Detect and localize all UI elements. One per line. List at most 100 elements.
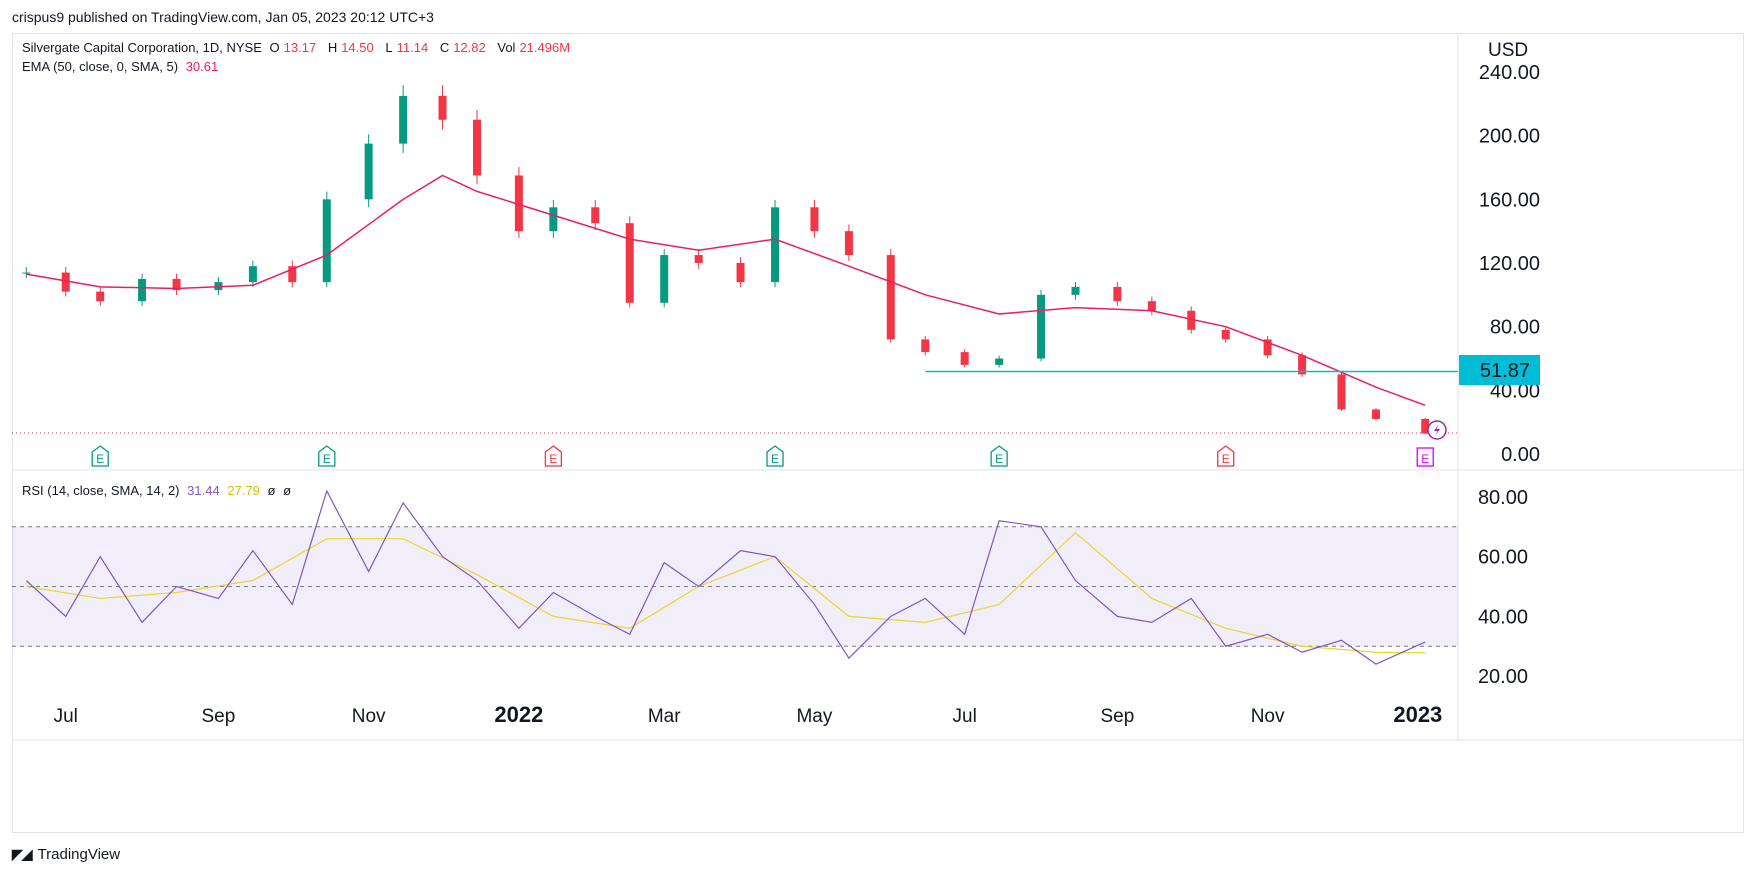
earnings-marker-2[interactable]: E	[318, 445, 336, 467]
earnings-badge[interactable]	[544, 445, 563, 467]
time-tick-label: Jul	[54, 706, 78, 727]
candle-body	[322, 199, 331, 283]
earnings-badge[interactable]	[1217, 445, 1235, 467]
close-value: 12.82	[453, 40, 486, 55]
price-tick-label: 240.00	[1479, 62, 1540, 84]
price-legend: Silvergate Capital Corporation, 1D, NYSE…	[22, 40, 578, 55]
rsi-label[interactable]: RSI (14, close, SMA, 14, 2)	[22, 483, 180, 498]
candle-body	[591, 207, 600, 224]
tradingview-logo-icon: ◤◢	[12, 846, 33, 862]
candle-body	[172, 278, 181, 291]
volume-value: 21.496M	[519, 40, 571, 55]
candle-body	[771, 207, 780, 283]
earnings-marker-5[interactable]: E	[990, 445, 1008, 467]
price-tag-value: 51.87	[1480, 360, 1530, 382]
price-tick-label: 0.00	[1501, 444, 1540, 466]
time-tick-label: 2023	[1393, 702, 1442, 727]
rsi-ma-line	[26, 531, 1426, 654]
rsi-ma-value: 27.79	[227, 483, 260, 498]
earnings-marker-1[interactable]: E	[91, 445, 109, 467]
earnings-badge[interactable]	[91, 445, 109, 467]
candle-body	[61, 272, 70, 292]
published-byline: crispus9 published on TradingView.com, J…	[12, 9, 434, 25]
price-tag-bg	[1459, 355, 1540, 385]
candle-body	[921, 339, 930, 353]
time-tick-label: May	[796, 706, 832, 727]
open-label: O	[269, 40, 280, 55]
candle-body	[995, 358, 1004, 365]
rsi-null-1: ø	[267, 483, 276, 498]
candle-body	[96, 291, 105, 302]
price-tick-label: 120.00	[1479, 253, 1540, 275]
candle-body	[248, 266, 257, 283]
earnings-marker-7[interactable]: E	[1416, 447, 1434, 467]
candle-body	[138, 278, 147, 302]
price-tick-label: 80.00	[1490, 317, 1540, 339]
earnings-badge-upcoming[interactable]	[1416, 447, 1434, 467]
candle-body	[364, 143, 373, 200]
time-tick-label: Sep	[202, 706, 236, 727]
earnings-label: E	[995, 452, 1003, 466]
earnings-badge[interactable]	[318, 445, 336, 467]
earnings-label: E	[1421, 452, 1429, 466]
time-tick-label: Nov	[1251, 706, 1285, 727]
candle-body	[694, 255, 703, 263]
low-value: 11.14	[396, 40, 429, 55]
candle-body	[810, 207, 819, 232]
candle-body	[22, 272, 31, 274]
ema-value: 30.61	[185, 59, 219, 74]
candle-body	[625, 223, 634, 303]
candle-body	[1221, 329, 1230, 340]
time-tick-label: Nov	[352, 706, 386, 727]
time-tick-label: Mar	[648, 706, 681, 727]
rsi-tick-label: 40.00	[1478, 606, 1528, 628]
ema-legend: EMA (50, close, 0, SMA, 5) 30.61	[22, 59, 222, 74]
earnings-badge[interactable]	[766, 445, 784, 467]
earnings-marker-4[interactable]: E	[766, 445, 784, 467]
rsi-null-2: ø	[283, 483, 292, 498]
candle-body	[886, 255, 895, 340]
candle-body	[1298, 355, 1307, 375]
earnings-marker-3[interactable]: E	[544, 445, 563, 467]
open-value: 13.17	[283, 40, 317, 55]
close-label: C	[439, 40, 450, 55]
rsi-tick-label: 60.00	[1478, 547, 1528, 569]
price-tick-label: 200.00	[1479, 126, 1540, 148]
candle-body	[1071, 286, 1080, 295]
time-tick-label: 2022	[494, 702, 543, 727]
footer: ◤◢ TradingView	[12, 846, 120, 863]
candle-body	[1147, 301, 1156, 311]
candle-body	[399, 95, 408, 144]
candle-body	[438, 95, 447, 120]
earnings-marker-6[interactable]: E	[1217, 445, 1235, 467]
rsi-line	[25, 489, 1426, 665]
earnings-label: E	[96, 452, 104, 466]
currency-label: USD	[1488, 40, 1528, 61]
earnings-badge[interactable]	[990, 445, 1008, 467]
earnings-label: E	[323, 452, 331, 466]
rsi-tick-label: 80.00	[1478, 487, 1528, 509]
rsi-legend: RSI (14, close, SMA, 14, 2) 31.44 27.79 …	[22, 483, 295, 498]
lightning-icon[interactable]	[1427, 420, 1447, 440]
ema-label[interactable]: EMA (50, close, 0, SMA, 5)	[22, 59, 179, 74]
footer-brand[interactable]: TradingView	[37, 846, 121, 863]
candle-body	[288, 266, 297, 283]
symbol-label[interactable]: Silvergate Capital Corporation, 1D, NYSE	[22, 40, 262, 55]
candle-body	[549, 207, 558, 232]
candle-body	[1421, 418, 1430, 434]
rsi-value: 31.44	[187, 483, 220, 498]
price-tick-label: 40.00	[1490, 380, 1540, 402]
earnings-label: E	[771, 452, 779, 466]
candle-body	[473, 119, 482, 176]
candle-body	[1371, 409, 1380, 419]
candle-body	[514, 175, 523, 232]
candle-body	[960, 352, 969, 365]
time-tick-label: Jul	[953, 706, 977, 727]
high-value: 14.50	[341, 40, 374, 55]
time-tick-label: Sep	[1100, 706, 1134, 727]
high-label: H	[327, 40, 338, 55]
earnings-label: E	[549, 452, 557, 466]
rsi-tick-label: 20.00	[1478, 666, 1528, 688]
candle-body	[1113, 286, 1122, 302]
